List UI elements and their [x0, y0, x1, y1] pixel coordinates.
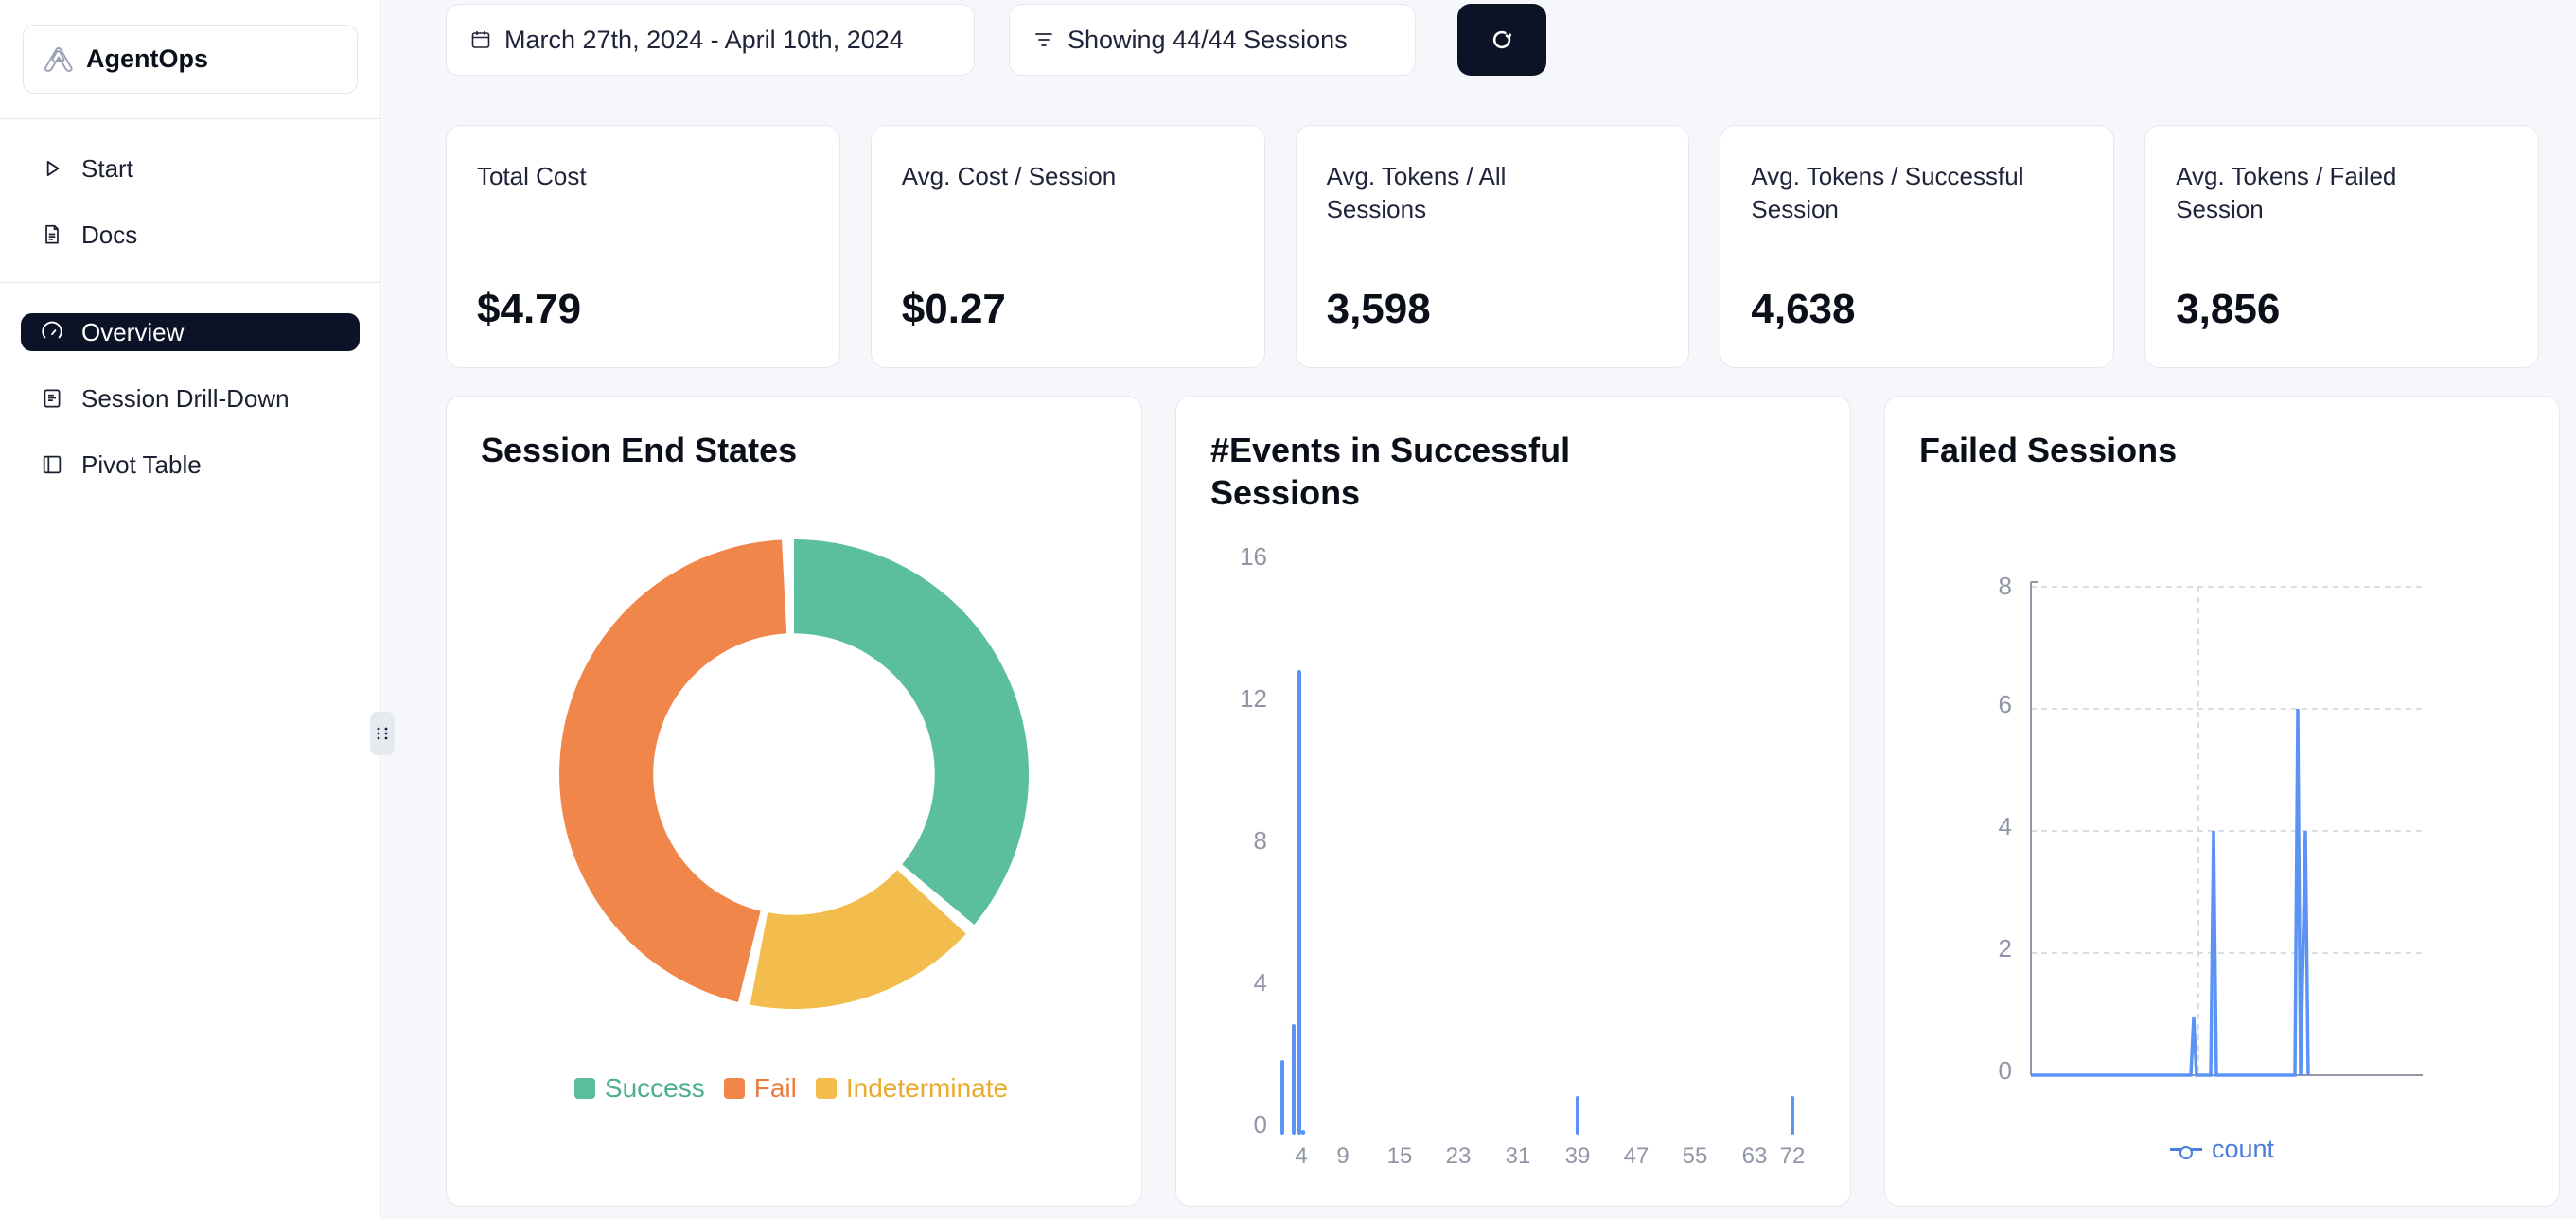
- svg-text:4: 4: [1295, 1143, 1307, 1169]
- svg-text:31: 31: [1506, 1143, 1531, 1169]
- svg-text:12: 12: [1240, 684, 1267, 713]
- svg-text:4: 4: [1999, 812, 2012, 840]
- svg-text:16: 16: [1240, 542, 1267, 571]
- svg-text:6: 6: [1999, 690, 2012, 718]
- svg-text:8: 8: [1254, 826, 1267, 855]
- svg-text:4: 4: [1254, 968, 1267, 997]
- svg-text:47: 47: [1624, 1143, 1650, 1169]
- svg-text:15: 15: [1387, 1143, 1413, 1169]
- svg-text:72: 72: [1780, 1143, 1806, 1169]
- svg-text:9: 9: [1336, 1143, 1349, 1169]
- svg-text:0: 0: [1999, 1056, 2012, 1085]
- svg-text:23: 23: [1446, 1143, 1472, 1169]
- svg-text:39: 39: [1565, 1143, 1591, 1169]
- svg-text:2: 2: [1999, 934, 2012, 963]
- svg-text:8: 8: [1999, 572, 2012, 600]
- svg-text:0: 0: [1254, 1110, 1267, 1139]
- svg-text:63: 63: [1742, 1143, 1768, 1169]
- svg-text:55: 55: [1683, 1143, 1708, 1169]
